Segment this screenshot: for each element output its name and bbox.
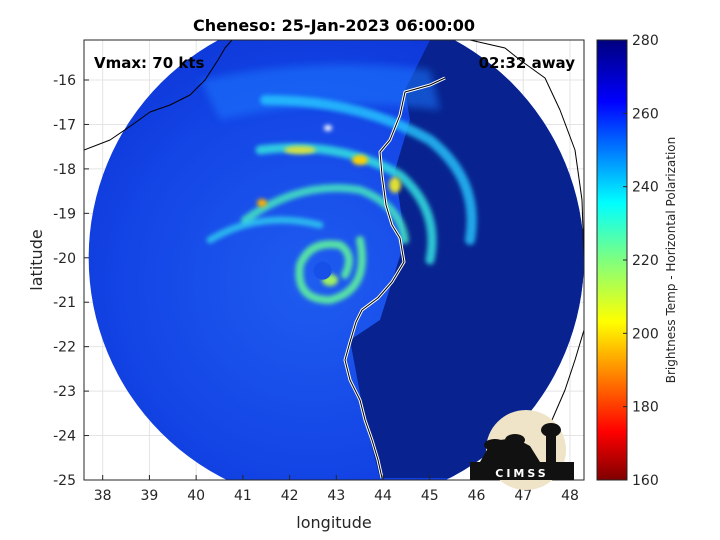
colorbar-label: Brightness Temp - Horizontal Polarizatio… [664, 137, 678, 384]
x-axis-label: longitude [296, 513, 371, 532]
y-tick-label: -20 [53, 251, 76, 267]
storm-eye [313, 261, 332, 280]
spiral-band-outer [260, 95, 477, 245]
colorbar-tick-label: 180 [632, 400, 659, 416]
warm-region-east [350, 40, 584, 478]
colorbar-tick-label: 260 [632, 106, 659, 122]
convective-cell [284, 146, 316, 154]
cloud-band-north [200, 64, 440, 120]
brightness-temp-swath [88, 40, 584, 480]
y-axis-label: latitude [27, 229, 46, 290]
coastline [84, 40, 584, 479]
y-tick-label: -16 [53, 73, 76, 89]
x-tick-label: 38 [94, 488, 112, 504]
y-tick-label: -17 [53, 117, 76, 133]
x-axis: 38 39 40 41 42 43 44 45 46 47 48 [94, 475, 579, 504]
madagascar-coast-line [344, 77, 446, 479]
spiral-band-3 [241, 184, 409, 244]
convective-cell [352, 155, 368, 165]
y-tick-label: -24 [53, 429, 76, 445]
x-tick-label: 46 [468, 488, 486, 504]
x-tick-label: 48 [561, 488, 579, 504]
y-tick-label: -18 [53, 162, 76, 178]
chart-title: Cheneso: 25-Jan-2023 06:00:00 [193, 16, 475, 35]
x-tick-label: 40 [187, 488, 205, 504]
y-tick-label: -23 [53, 384, 76, 400]
plot-frame [83, 39, 585, 481]
y-tick-label: -22 [53, 340, 76, 356]
colorbar-tick-label: 280 [632, 33, 659, 49]
colorbar [596, 39, 628, 481]
convective-cell [389, 177, 401, 193]
x-tick-label: 41 [234, 488, 252, 504]
colorbar-tick-label: 200 [632, 326, 659, 342]
vmax-annotation: Vmax: 70 kts [94, 54, 204, 72]
x-tick-label: 44 [374, 488, 392, 504]
y-axis: -16 -17 -18 -19 -20 -21 -22 -23 -24 -25 [53, 73, 89, 489]
convective-cell [257, 199, 267, 207]
spiral-band-4 [206, 216, 324, 244]
y-tick-label: -19 [53, 206, 76, 222]
colorbar-ticks: 160 180 200 220 240 260 280 [623, 33, 659, 489]
colorbar-tick-label: 220 [632, 253, 659, 269]
time-away-annotation: 02:32 away [479, 54, 576, 72]
africa-coast [84, 40, 233, 151]
x-tick-label: 39 [141, 488, 159, 504]
y-tick-label: -25 [53, 473, 76, 489]
colorbar-tick-label: 240 [632, 180, 659, 196]
y-tick-label: -21 [53, 295, 76, 311]
eyewall [295, 236, 366, 305]
cimss-logo: CIMSS [470, 410, 574, 490]
x-tick-label: 43 [327, 488, 345, 504]
cimss-logo-text: CIMSS [495, 467, 548, 480]
east-coast [469, 40, 584, 261]
x-tick-label: 45 [421, 488, 439, 504]
x-tick-label: 47 [514, 488, 532, 504]
convective-cell [324, 125, 332, 131]
colorbar-tick-label: 160 [632, 473, 659, 489]
x-tick-label: 42 [281, 488, 299, 504]
